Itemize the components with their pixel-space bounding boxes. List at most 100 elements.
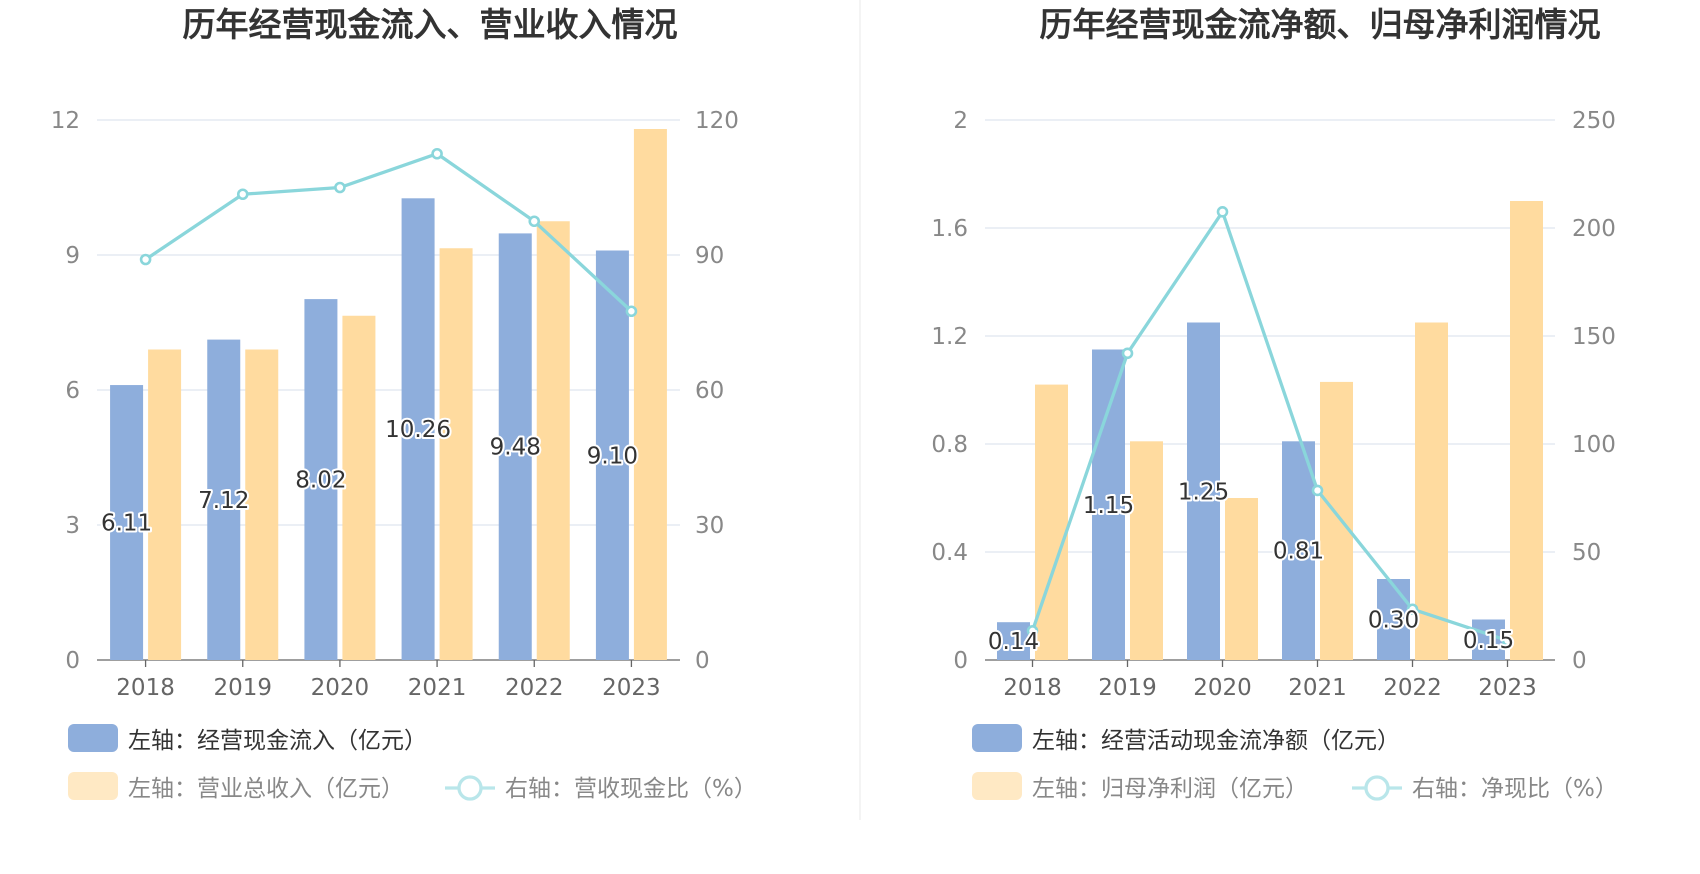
legend-label: 右轴：营收现金比（%） xyxy=(505,776,757,802)
right-axis-tick-label: 250 xyxy=(1572,108,1616,134)
legend-label: 左轴：经营现金流入（亿元） xyxy=(128,728,427,754)
left-axis-tick-label: 6 xyxy=(65,378,80,404)
left-axis-tick-label: 2 xyxy=(953,108,968,134)
legend-label: 左轴：营业总收入（亿元） xyxy=(128,776,404,802)
legend-swatch-blue xyxy=(68,724,118,752)
legend-line-marker-icon xyxy=(457,775,483,801)
bar-data-label: 0.30 xyxy=(1368,608,1419,634)
bar-cash-inflow xyxy=(401,198,435,661)
left-axis-tick-label: 0.4 xyxy=(931,540,968,566)
chart-title-right: 历年经营现金流净额、归母净利润情况 xyxy=(1040,5,1601,44)
ratio-point xyxy=(139,253,152,266)
bar-cash-inflow xyxy=(498,233,532,660)
bar-data-label: 1.25 xyxy=(1178,479,1229,505)
x-axis-tick-label: 2023 xyxy=(602,675,661,701)
right-axis-tick-label: 0 xyxy=(1572,648,1587,674)
bar-data-label: 6.11 xyxy=(101,511,152,537)
left-axis-tick-label: 3 xyxy=(65,513,80,539)
ratio-point xyxy=(1406,603,1419,616)
bar-total-revenue xyxy=(439,248,473,660)
left-axis-tick-label: 12 xyxy=(51,108,80,134)
bar-net-operating-cash-flow xyxy=(997,622,1030,660)
bar-data-label: 7.12 xyxy=(198,488,249,514)
ratio-point xyxy=(625,305,638,318)
bar-data-label: 1.15 xyxy=(1083,493,1134,519)
x-axis-tick-label: 2018 xyxy=(116,675,175,701)
right-axis-tick-label: 100 xyxy=(1572,432,1616,458)
ratio-point xyxy=(334,181,346,194)
left-axis-tick-label: 0 xyxy=(65,648,80,674)
bar-net-operating-cash-flow xyxy=(1472,619,1505,660)
right-axis-tick-label: 60 xyxy=(695,378,724,404)
bar-net-operating-cash-flow xyxy=(1377,579,1410,660)
x-axis-tick-label: 2019 xyxy=(1098,675,1157,701)
x-axis-tick-label: 2018 xyxy=(1003,675,1062,701)
left-axis-tick-label: 1.2 xyxy=(931,324,968,350)
legend-line-marker-icon xyxy=(1364,775,1390,801)
legend-swatch-orange xyxy=(68,772,118,800)
bar-data-label: 0.15 xyxy=(1463,628,1514,654)
ratio-point xyxy=(1501,634,1514,647)
bar-data-label: 8.02 xyxy=(295,468,346,494)
left-axis-tick-label: 0.8 xyxy=(931,432,968,458)
x-axis-tick-label: 2022 xyxy=(1383,675,1442,701)
bar-total-revenue xyxy=(148,349,182,660)
ratio-point xyxy=(1311,484,1324,497)
bar-cash-inflow xyxy=(110,385,144,660)
right-axis-tick-label: 0 xyxy=(695,648,710,674)
bar-cash-inflow xyxy=(304,299,338,660)
bar-total-revenue xyxy=(342,315,376,660)
bar-cash-inflow xyxy=(595,250,629,660)
legend-swatch-blue xyxy=(972,724,1022,752)
bar-net-profit xyxy=(1415,322,1448,660)
right-axis-tick-label: 200 xyxy=(1572,216,1616,242)
bar-data-label: 0.14 xyxy=(988,629,1039,655)
bar-data-label: 10.26 xyxy=(385,417,451,443)
bar-net-profit xyxy=(1510,201,1543,660)
bar-net-profit xyxy=(1130,441,1163,660)
ratio-line xyxy=(1030,208,1509,643)
ratio-point xyxy=(1216,206,1229,218)
bar-net-operating-cash-flow xyxy=(1092,349,1125,660)
right-axis-tick-label: 150 xyxy=(1572,324,1616,350)
left-axis-tick-label: 1.6 xyxy=(931,216,968,242)
bar-total-revenue xyxy=(633,129,667,660)
right-axis-tick-label: 120 xyxy=(695,108,739,134)
left-axis-tick-label: 9 xyxy=(65,243,80,269)
legend-swatch-orange xyxy=(972,772,1022,800)
bar-net-profit xyxy=(1320,381,1353,660)
bar-total-revenue xyxy=(245,349,279,660)
ratio-line xyxy=(144,151,633,313)
x-axis-tick-label: 2019 xyxy=(213,675,272,701)
legend-label: 左轴：归母净利润（亿元） xyxy=(1032,776,1308,802)
legend-label: 右轴：净现比（%） xyxy=(1412,776,1618,802)
bar-net-profit xyxy=(1035,384,1068,660)
x-axis-tick-label: 2020 xyxy=(311,675,370,701)
x-axis-tick-label: 2021 xyxy=(408,675,467,701)
bar-net-operating-cash-flow xyxy=(1282,441,1315,660)
x-axis-tick-label: 2022 xyxy=(505,675,564,701)
x-axis-tick-label: 2021 xyxy=(1288,675,1347,701)
bar-net-profit xyxy=(1225,498,1258,660)
legend-label: 左轴：经营活动现金流净额（亿元） xyxy=(1032,728,1400,754)
bar-data-label: 0.81 xyxy=(1273,539,1324,565)
bar-net-operating-cash-flow xyxy=(1187,322,1220,660)
chart-title-left: 历年经营现金流入、营业收入情况 xyxy=(183,5,678,44)
ratio-point xyxy=(1026,625,1039,637)
bar-data-label: 9.48 xyxy=(490,435,541,461)
bar-cash-inflow xyxy=(207,339,241,660)
ratio-point xyxy=(236,188,249,201)
right-axis-tick-label: 50 xyxy=(1572,540,1601,566)
right-axis-tick-label: 30 xyxy=(695,513,724,539)
right-axis-tick-label: 90 xyxy=(695,243,724,269)
bar-total-revenue xyxy=(536,221,570,660)
ratio-point xyxy=(1121,347,1134,360)
ratio-point xyxy=(528,215,541,228)
left-axis-tick-label: 0 xyxy=(953,648,968,674)
ratio-point xyxy=(431,147,443,160)
x-axis-tick-label: 2020 xyxy=(1193,675,1252,701)
bar-data-label: 9.10 xyxy=(587,443,638,469)
x-axis-tick-label: 2023 xyxy=(1478,675,1537,701)
